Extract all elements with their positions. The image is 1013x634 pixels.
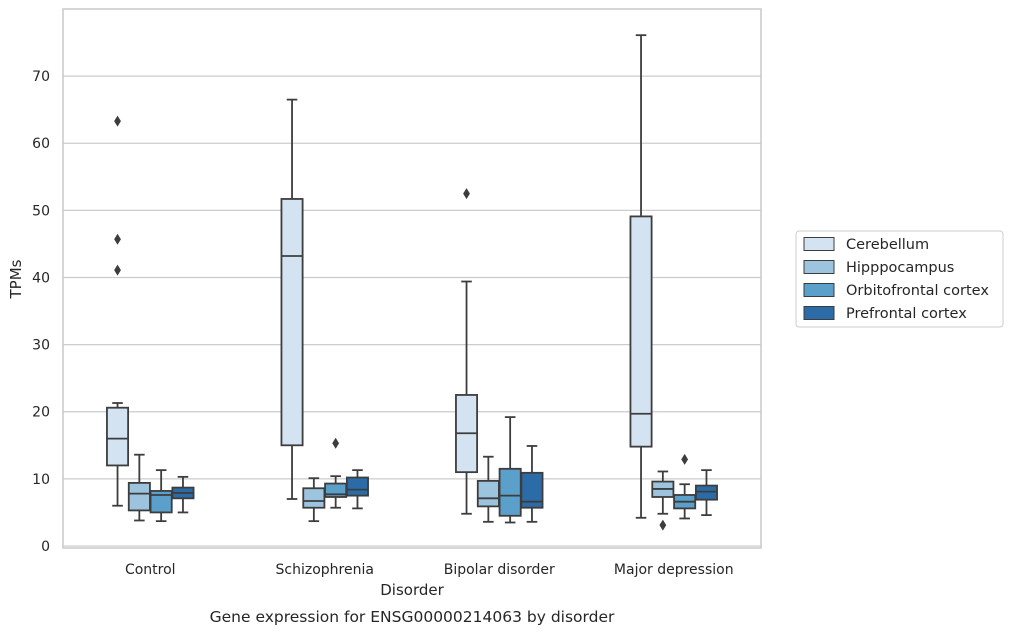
box-cerebellum-schizophrenia: [280, 98, 304, 500]
x-tick-label: Bipolar disorder: [444, 562, 555, 578]
y-tick-label: 70: [32, 69, 50, 85]
y-tick-label: 60: [32, 136, 50, 152]
x-tick-label: Schizophrenia: [276, 562, 374, 578]
box-iqr: [127, 481, 151, 512]
y-axis-label: TPMs: [7, 259, 25, 299]
box-iqr: [345, 476, 369, 497]
legend-swatch: [803, 237, 835, 251]
y-axis-ticks: 0 10 20 30 40 50 60 70: [32, 69, 50, 555]
outlier-point: [114, 233, 121, 245]
box-iqr: [302, 487, 326, 509]
box-iqr: [149, 490, 173, 514]
box-iqr: [280, 198, 304, 447]
outlier-point: [463, 188, 470, 200]
box-orbitofrontal-cortex-schizophrenia: [324, 437, 348, 509]
x-axis-ticks: Control Schizophrenia Bipolar disorder Majo…: [125, 562, 734, 578]
legend-swatch: [803, 283, 835, 297]
box-cerebellum-control: [106, 115, 130, 507]
outlier-point: [114, 264, 121, 276]
box-hipppocampus-control: [127, 453, 151, 522]
outlier-point: [114, 115, 121, 127]
box-hipppocampus-schizophrenia: [302, 477, 326, 523]
y-tick-label: 40: [32, 270, 50, 286]
legend-frame: [795, 230, 1004, 328]
box-prefrontal-cortex-bipolar-disorder: [520, 445, 544, 523]
legend-label: Cerebellum: [846, 237, 929, 253]
y-tick-label: 30: [32, 338, 50, 354]
legend-label: Hipppocampus: [846, 260, 954, 276]
box-orbitofrontal-cortex-major-depression: [673, 453, 697, 520]
outlier-point: [659, 519, 667, 531]
chart-caption: Gene expression for ENSG00000214063 by d…: [210, 608, 615, 626]
gridlines: [63, 75, 761, 547]
legend-swatch: [803, 260, 835, 274]
x-tick-label: Control: [125, 562, 176, 578]
outlier-point: [332, 437, 340, 449]
legend-item-prefrontal-cortex: Prefrontal cortex: [803, 306, 967, 322]
legend: Cerebellum Hipppocampus Orbitofrontal cort…: [795, 230, 1004, 328]
y-tick-label: 10: [32, 472, 50, 488]
box-plot-series: [106, 34, 718, 531]
box-orbitofrontal-cortex-control: [149, 469, 173, 523]
x-tick-label: Major depression: [614, 562, 734, 578]
box-prefrontal-cortex-major-depression: [694, 469, 718, 517]
legend-item-hipppocampus: Hipppocampus: [803, 260, 954, 276]
box-iqr: [629, 215, 653, 448]
box-iqr: [106, 406, 130, 467]
legend-item-orbitofrontal-cortex: Orbitofrontal cortex: [803, 283, 989, 299]
box-cerebellum-bipolar-disorder: [455, 188, 479, 515]
legend-label: Prefrontal cortex: [846, 306, 967, 322]
box-iqr: [520, 471, 544, 509]
box-prefrontal-cortex-schizophrenia: [345, 469, 369, 510]
legend-swatch: [803, 306, 835, 320]
box-iqr: [694, 484, 718, 501]
box-prefrontal-cortex-control: [171, 475, 195, 514]
box-hipppocampus-bipolar-disorder: [476, 455, 500, 523]
box-iqr: [476, 479, 500, 508]
box-orbitofrontal-cortex-bipolar-disorder: [498, 416, 522, 524]
legend-label: Orbitofrontal cortex: [846, 283, 989, 299]
y-tick-label: 20: [32, 405, 50, 421]
box-hipppocampus-major-depression: [651, 470, 675, 531]
box-iqr: [498, 467, 522, 517]
y-tick-label: 0: [41, 539, 50, 555]
y-tick-label: 50: [32, 203, 50, 219]
legend-item-cerebellum: Cerebellum: [803, 237, 929, 253]
outlier-point: [681, 453, 689, 465]
x-axis-label: Disorder: [380, 581, 444, 599]
plot-frame: [62, 8, 762, 549]
box-cerebellum-major-depression: [629, 34, 653, 519]
